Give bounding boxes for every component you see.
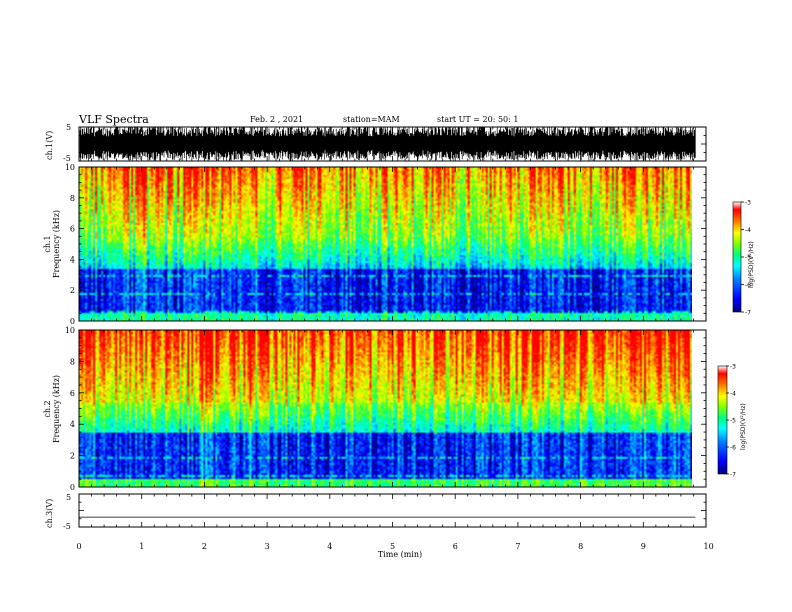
freq-tick-label: 2 (70, 452, 75, 461)
time-tick-label: 1 (139, 542, 144, 551)
colorbar-tick-label: -4 (745, 227, 751, 234)
time-tick-label: 0 (77, 542, 82, 551)
ch2-colorbar-scale (717, 365, 728, 475)
time-tick-label: 7 (515, 542, 520, 551)
colorbar-tick-label: -6 (730, 445, 736, 452)
freq-tick-label: 6 (70, 389, 75, 398)
freq-tick-label: 6 (70, 225, 75, 234)
ch1-waveform-path (79, 127, 696, 161)
time-tick-label: 2 (202, 542, 207, 551)
ch3-ytick-bottom: -5 (63, 522, 71, 531)
station-label: station=MAM (343, 115, 400, 124)
freq-tick-label: 8 (70, 357, 75, 366)
freq-tick-label: 4 (70, 420, 75, 429)
time-axis-labels: 0 1 2 3 4 5 6 7 8 9 10 (77, 542, 714, 551)
time-tick-label: 4 (327, 542, 332, 551)
freq-tick-label: 0 (70, 483, 75, 492)
ch3-waveform-ylabel: ch.3(V) (45, 499, 54, 528)
ch2-frequency-ticks: 0 2 4 6 8 10 (65, 326, 706, 492)
colorbar-tick-label: -5 (745, 255, 751, 262)
time-tick-label: 5 (390, 542, 395, 551)
ch1-colorbar-scale (732, 201, 742, 313)
ch1-colorbar-label: log(PSD)(V²/Hz) (748, 241, 755, 288)
colorbar-tick-label: -4 (730, 391, 736, 398)
ch1-spectrogram-image (79, 167, 692, 321)
ch1-waveform-panel: 5 -5 ch.1(V) (45, 123, 707, 163)
colorbar-tick-label: -6 (745, 282, 751, 289)
ch3-ytick-top: 5 (66, 493, 71, 502)
ch1-waveform-trace (79, 127, 696, 161)
ch1-colorbar: -3 -4 -5 -6 -7 log(PSD)(V²/Hz) (732, 200, 755, 317)
freq-tick-label: 4 (70, 255, 75, 264)
freq-tick-label: 8 (70, 194, 75, 203)
ch2-colorbar: -3 -4 -5 -6 -7 log(PSD)(V²/Hz) (717, 364, 747, 479)
colorbar-tick-label: -5 (730, 418, 736, 425)
time-axis-ticks (78, 126, 707, 528)
colorbar-tick-label: -3 (745, 200, 751, 207)
ch2-spectrogram-image (79, 330, 692, 487)
ch2-spectrogram-ylabel-1: ch.2 (43, 400, 52, 417)
colorbar-tick-label: -7 (745, 310, 751, 317)
colorbar-tick-label: -3 (730, 364, 736, 371)
ch1-ytick-top: 5 (66, 123, 71, 132)
start-time-label: start UT = 20: 50: 1 (437, 115, 518, 124)
ch3-waveform-panel: 5 -5 ch.3(V) (45, 493, 707, 531)
freq-tick-label: 0 (70, 317, 75, 326)
ch1-spectrogram-panel: 0 2 4 6 8 10 ch.1 Frequency (kHz) -3 -4 -5 -6 -7 … (43, 163, 755, 326)
date-label: Feb. 2 , 2021 (250, 115, 303, 124)
freq-tick-label: 2 (70, 286, 75, 295)
freq-tick-label: 10 (65, 163, 75, 172)
ch1-waveform-ylabel: ch.1(V) (45, 131, 54, 160)
figure-title: VLF Spectra (78, 113, 149, 126)
ch2-colorbar-label: log(PSD)(V²/Hz) (740, 403, 747, 450)
ch2-spectrogram-panel: 0 2 4 6 8 10 ch.2 Frequency (kHz) -3 -4 -5 -6 -7 … (43, 326, 747, 492)
time-tick-label: 6 (453, 542, 458, 551)
freq-tick-label: 10 (65, 326, 75, 335)
time-tick-label: 8 (578, 542, 583, 551)
time-axis-label: Time (min) (378, 550, 422, 559)
ch1-ytick-bottom: -5 (63, 154, 71, 163)
time-tick-label: 3 (265, 542, 270, 551)
time-tick-label: 10 (704, 542, 714, 551)
ch1-spectrogram-ylabel-2: Frequency (kHz) (52, 210, 61, 278)
ch2-spectrogram-ylabel-2: Frequency (kHz) (52, 375, 61, 443)
ch1-frequency-ticks: 0 2 4 6 8 10 (65, 163, 706, 326)
time-tick-label: 9 (641, 542, 646, 551)
ch1-spectrogram-ylabel-1: ch.1 (43, 235, 52, 252)
colorbar-tick-label: -7 (730, 472, 736, 479)
